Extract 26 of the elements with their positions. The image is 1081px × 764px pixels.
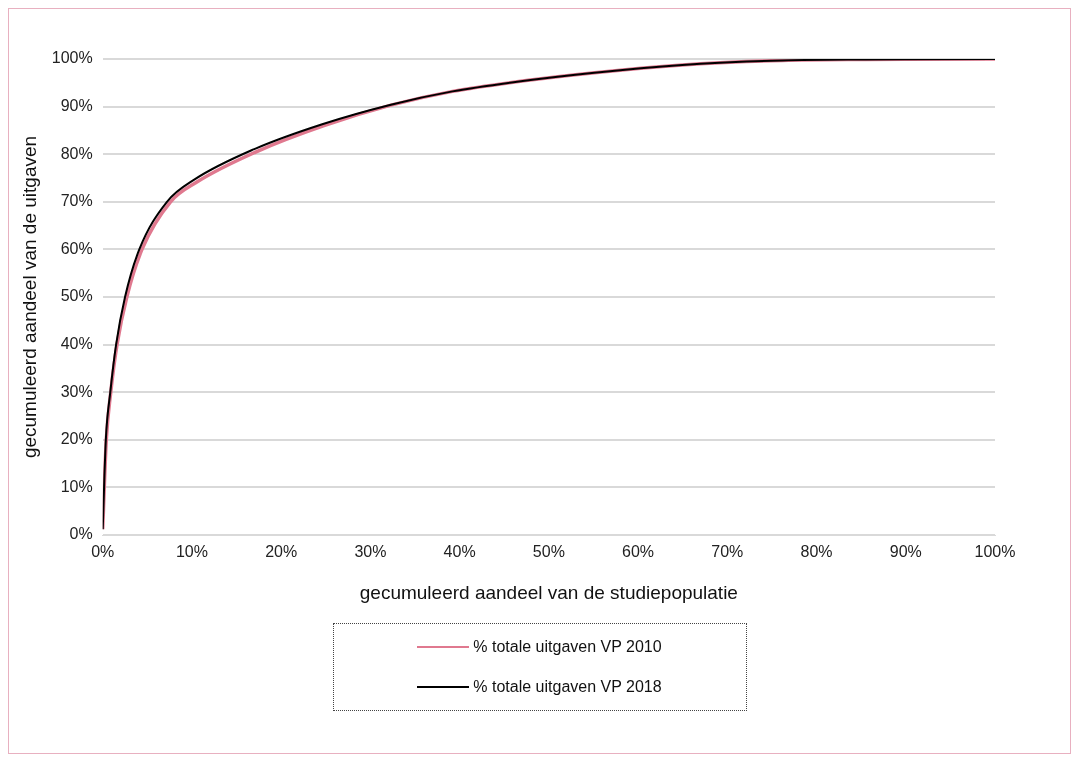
y-tick-label: 20% [60, 430, 93, 448]
y-tick-label: 100% [51, 49, 93, 67]
x-tick-label: 50% [532, 543, 565, 561]
x-tick-label: 0% [91, 543, 115, 561]
x-tick-label: 20% [265, 543, 298, 561]
y-tick-label: 50% [60, 287, 93, 305]
x-tick-label: 100% [974, 543, 1016, 561]
y-tick-label: 10% [60, 477, 93, 495]
y-tick-label: 30% [60, 382, 93, 400]
y-axis-title: gecumuleerd aandeel van de uitgaven [18, 135, 40, 459]
x-tick-label: 30% [354, 543, 387, 561]
x-tick-label: 80% [800, 543, 833, 561]
x-tick-label: 60% [622, 543, 655, 561]
y-tick-label: 70% [60, 192, 93, 210]
y-tick-label: 40% [60, 335, 93, 353]
y-tick-label: 60% [60, 239, 93, 257]
x-tick-label: 70% [711, 543, 744, 561]
legend-label: % totale uitgaven VP 2018 [473, 678, 662, 696]
y-tick-label: 80% [60, 144, 93, 162]
y-tick-label: 90% [60, 97, 93, 115]
legend-label: % totale uitgaven VP 2010 [473, 638, 662, 656]
x-axis-title: gecumuleerd aandeel van de studiepopulatie [359, 581, 738, 603]
y-tick-label: 0% [69, 525, 93, 543]
x-tick-label: 40% [443, 543, 476, 561]
x-tick-label: 10% [175, 543, 208, 561]
x-tick-label: 90% [889, 543, 922, 561]
